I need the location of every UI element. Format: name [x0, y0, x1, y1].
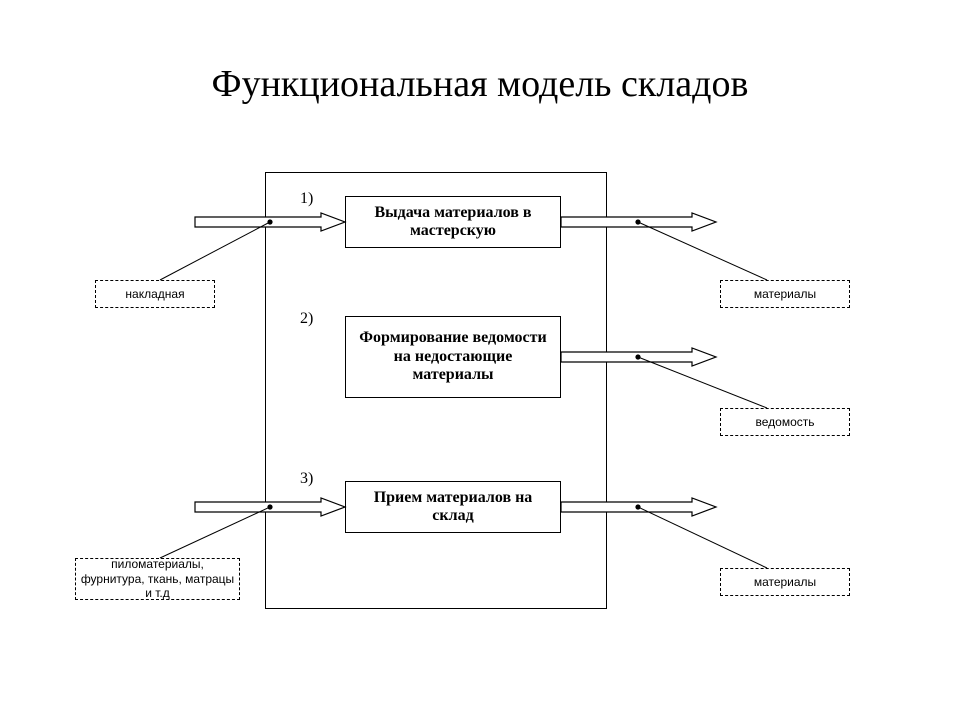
io-box-out2: ведомость: [720, 408, 850, 436]
io-box-out1: материалы: [720, 280, 850, 308]
node-number-3: 3): [300, 470, 313, 488]
process-node-3: Прием материалов на склад: [345, 481, 561, 533]
process-node-2: Формирование ведомости на недостающие ма…: [345, 316, 561, 398]
page-title: Функциональная модель складов: [0, 62, 960, 106]
io-box-in1: накладная: [95, 280, 215, 308]
io-box-out3: материалы: [720, 568, 850, 596]
io-box-in2: пиломатериалы, фурнитура, ткань, матрацы…: [75, 558, 240, 600]
diagram-canvas: Функциональная модель складов 1) Выдача м…: [0, 0, 960, 720]
node-number-1: 1): [300, 190, 313, 208]
process-node-1: Выдача материалов в мастерскую: [345, 196, 561, 248]
node-number-2: 2): [300, 310, 313, 328]
